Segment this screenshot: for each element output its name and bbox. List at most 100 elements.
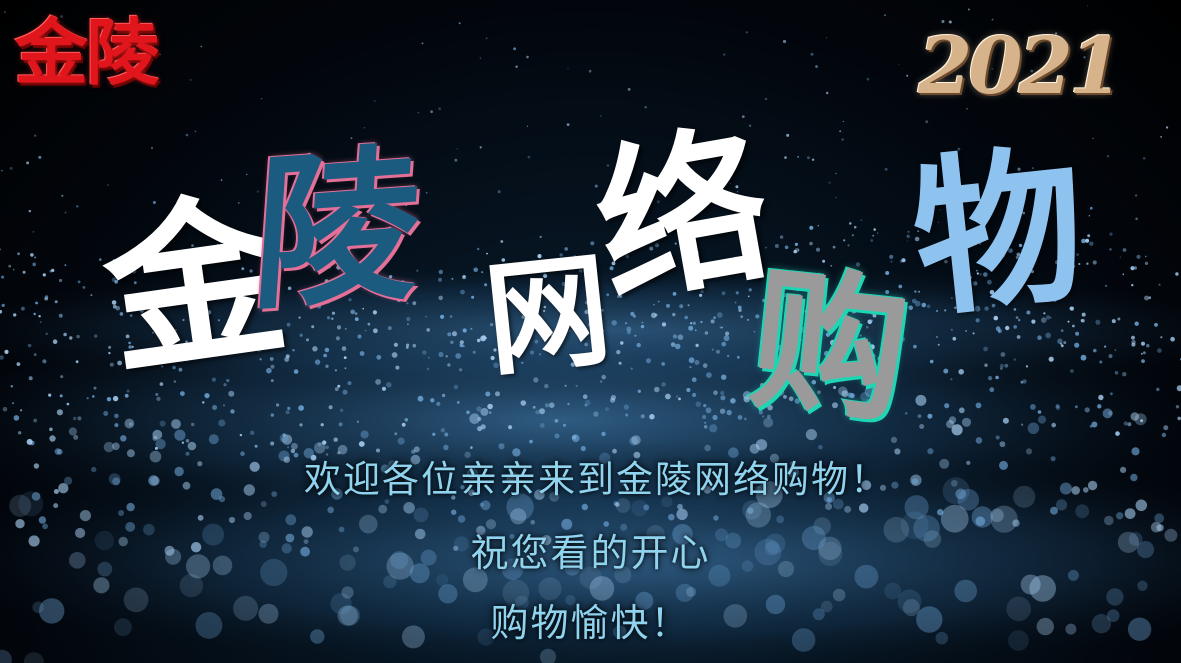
particle <box>1048 356 1054 362</box>
particle <box>1022 379 1027 384</box>
particle <box>1020 423 1024 426</box>
particle <box>525 328 530 333</box>
particle <box>765 541 780 556</box>
particle <box>42 359 47 364</box>
particle <box>13 415 20 421</box>
particle <box>68 427 77 436</box>
particle <box>303 539 309 544</box>
particle <box>609 266 614 271</box>
particle <box>1026 310 1031 315</box>
particle <box>1000 296 1006 302</box>
particle <box>704 421 707 424</box>
particle <box>725 331 730 336</box>
particle <box>338 422 343 427</box>
particle <box>745 502 771 528</box>
particle <box>530 520 535 525</box>
particle <box>438 277 442 282</box>
particle <box>8 264 12 268</box>
particle <box>1057 338 1063 344</box>
particle <box>601 374 606 380</box>
particle <box>774 315 777 318</box>
particle <box>1097 404 1102 409</box>
particle <box>651 312 657 319</box>
particle <box>686 387 691 393</box>
particle <box>779 235 784 239</box>
particle <box>870 309 877 316</box>
particle <box>704 444 711 452</box>
particle <box>372 310 377 315</box>
particle <box>293 369 299 374</box>
particle <box>873 228 876 231</box>
particle <box>327 506 335 514</box>
particle <box>403 502 415 514</box>
particle <box>789 461 794 466</box>
particle <box>906 74 909 77</box>
particle <box>330 593 352 615</box>
particle <box>60 375 64 379</box>
particle <box>458 22 461 25</box>
particle <box>631 500 648 517</box>
particle <box>120 435 127 442</box>
particle <box>32 601 44 614</box>
title-char-ling: 陵 <box>247 126 427 335</box>
particle <box>239 433 243 437</box>
particle <box>720 395 726 401</box>
particle <box>34 134 37 137</box>
particle <box>404 418 409 422</box>
particle <box>450 340 454 344</box>
particle <box>178 260 182 265</box>
wish-line: 祝您看的开心 <box>470 531 711 575</box>
particle <box>706 372 712 378</box>
particle <box>126 449 135 458</box>
particle <box>811 379 817 385</box>
particle <box>906 240 909 242</box>
particle <box>644 106 647 109</box>
particle <box>689 366 692 369</box>
particle <box>328 405 333 410</box>
particle <box>107 184 109 187</box>
particle <box>226 379 230 383</box>
particle <box>768 322 775 329</box>
particle <box>796 381 800 385</box>
particle <box>20 409 23 412</box>
particle <box>53 503 59 509</box>
particle <box>929 359 934 364</box>
particle <box>630 367 633 370</box>
particle <box>363 126 366 129</box>
particle <box>493 362 499 369</box>
particle <box>975 516 986 526</box>
particle <box>611 320 617 326</box>
particle <box>197 461 203 467</box>
particle <box>510 508 527 525</box>
particle <box>967 8 970 11</box>
particle <box>425 191 428 194</box>
particle <box>172 365 176 370</box>
particle <box>1150 521 1162 533</box>
particle <box>876 372 882 378</box>
particle <box>715 274 719 278</box>
particle <box>866 325 869 329</box>
particle <box>395 365 400 370</box>
particle <box>817 390 821 395</box>
particle <box>588 69 592 73</box>
particle <box>717 312 723 318</box>
particle <box>969 276 972 279</box>
particle <box>629 436 639 446</box>
particle <box>9 494 32 517</box>
particle <box>921 302 927 308</box>
particle <box>559 341 562 345</box>
particle <box>543 273 548 278</box>
particle <box>108 473 121 485</box>
particle <box>1000 367 1003 370</box>
particle <box>817 325 821 328</box>
particle <box>414 528 426 540</box>
particle <box>79 509 91 522</box>
particle <box>358 441 365 447</box>
particle <box>500 240 504 243</box>
particle <box>269 357 274 361</box>
particle <box>579 566 603 590</box>
particle <box>387 326 392 331</box>
particle <box>811 354 815 359</box>
particle <box>870 353 876 359</box>
particle <box>901 258 906 263</box>
